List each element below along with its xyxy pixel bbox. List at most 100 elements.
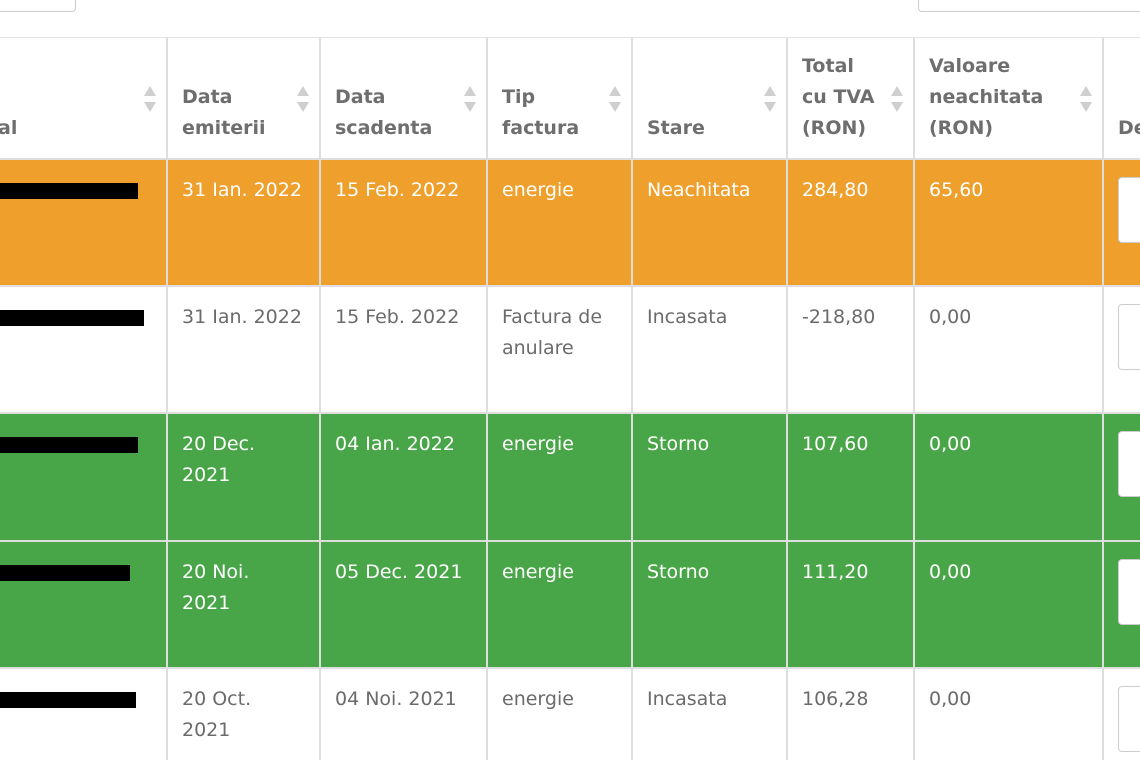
data-cell: -218,80 [788, 287, 915, 414]
cell-text: 106,28 [802, 688, 869, 710]
cell-text: 20 Dec. [182, 433, 256, 455]
cell-text: 0,00 [929, 561, 972, 583]
cell-text: 31 Ian. 2022 [182, 179, 302, 201]
redaction-bar [0, 565, 130, 581]
cell-text: (RON) [929, 117, 994, 139]
redaction-bar [0, 310, 144, 326]
sort-icon [464, 86, 476, 112]
cell-text: anulare [502, 337, 574, 359]
column-header[interactable]: Tip factura [488, 37, 633, 160]
top-input[interactable] [918, 0, 1140, 12]
redacted-cell [0, 414, 168, 542]
cell-text: Data [335, 86, 386, 108]
cell-text: (RON) [802, 117, 867, 139]
cell-text: 107,60 [802, 433, 869, 455]
cell-text: 20 Oct. [182, 688, 252, 710]
details-button[interactable] [1118, 559, 1140, 625]
cell-text: 284,80 [802, 179, 869, 201]
data-cell: 111,20 [788, 542, 915, 669]
data-cell: Incasata [633, 287, 788, 414]
details-button[interactable] [1118, 177, 1140, 243]
data-cell: 65,60 [915, 160, 1104, 287]
cell-text: Storno [647, 433, 710, 455]
data-cell: 04 Noi. 2021 [321, 669, 488, 760]
redaction-bar [0, 183, 138, 199]
data-cell: 20 Noi. 2021 [168, 542, 321, 669]
redacted-cell [0, 160, 168, 287]
data-cell: energie [488, 542, 633, 669]
details-button[interactable] [1118, 686, 1140, 752]
data-cell: 107,60 [788, 414, 915, 542]
cell-text: Data [182, 86, 233, 108]
cell-text: al [0, 117, 18, 139]
data-cell: energie [488, 669, 633, 760]
cell-text: energie [502, 688, 574, 710]
data-cell: 0,00 [915, 669, 1104, 760]
cell-text: 65,60 [929, 179, 984, 201]
cell-text: Valoare [929, 55, 1011, 77]
cell-text: Stare [647, 117, 705, 139]
cell-text: 15 Feb. 2022 [335, 306, 460, 328]
cell-text: Total [802, 55, 854, 77]
cell-text: energie [502, 179, 574, 201]
data-cell: 106,28 [788, 669, 915, 760]
cell-text: Incasata [647, 306, 728, 328]
data-cell: 20 Dec. 2021 [168, 414, 321, 542]
sort-icon [144, 86, 156, 112]
cell-text: Neachitata [647, 179, 751, 201]
column-header[interactable]: Valoare neachitata (RON) [915, 37, 1104, 160]
data-cell: 0,00 [915, 414, 1104, 542]
data-cell: 15 Feb. 2022 [321, 287, 488, 414]
cell-text: 0,00 [929, 688, 972, 710]
data-cell: energie [488, 160, 633, 287]
cell-text: 04 Noi. 2021 [335, 688, 457, 710]
data-cell: 31 Ian. 2022 [168, 160, 321, 287]
sort-icon [764, 86, 776, 112]
data-cell: 0,00 [915, 287, 1104, 414]
data-cell: 0,00 [915, 542, 1104, 669]
cell-text: scadenta [335, 117, 433, 139]
cell-text: 2021 [182, 464, 231, 486]
cell-text: Tip [502, 86, 536, 108]
cell-text: emiterii [182, 117, 266, 139]
data-cell: 04 Ian. 2022 [321, 414, 488, 542]
column-header[interactable]: Data scadenta [321, 37, 488, 160]
details-button[interactable] [1118, 431, 1140, 497]
cell-text: 0,00 [929, 433, 972, 455]
cell-text: 111,20 [802, 561, 869, 583]
top-input[interactable] [0, 0, 76, 12]
cell-text: -218,80 [802, 306, 876, 328]
data-cell: 20 Oct. 2021 [168, 669, 321, 760]
column-header: al [0, 37, 168, 160]
cell-text: energie [502, 561, 574, 583]
cell-text: 05 Dec. 2021 [335, 561, 463, 583]
cell-text: De [1118, 117, 1140, 139]
cell-text: energie [502, 433, 574, 455]
cell-text: 31 Ian. 2022 [182, 306, 302, 328]
cell-text: 0,00 [929, 306, 972, 328]
data-cell: 15 Feb. 2022 [321, 160, 488, 287]
data-cell: Factura de anulare [488, 287, 633, 414]
redacted-cell [0, 669, 168, 760]
redacted-cell [0, 542, 168, 669]
redacted-cell [0, 287, 168, 414]
data-cell: Incasata [633, 669, 788, 760]
cell-text: 2021 [182, 719, 231, 741]
cell-text: neachitata [929, 86, 1044, 108]
redaction-bar [0, 692, 136, 708]
details-button[interactable] [1118, 304, 1140, 370]
data-cell: energie [488, 414, 633, 542]
data-cell: Neachitata [633, 160, 788, 287]
cell-text: Incasata [647, 688, 728, 710]
data-cell: Storno [633, 542, 788, 669]
column-header: De [1104, 37, 1140, 160]
redaction-bar [0, 437, 138, 453]
cell-text: 04 Ian. 2022 [335, 433, 455, 455]
column-header[interactable]: Data emiterii [168, 37, 321, 160]
column-header[interactable]: Total cu TVA (RON) [788, 37, 915, 160]
data-cell: 284,80 [788, 160, 915, 287]
column-header[interactable]: Stare [633, 37, 788, 160]
cell-text: 15 Feb. 2022 [335, 179, 460, 201]
cell-text: cu TVA [802, 86, 875, 108]
